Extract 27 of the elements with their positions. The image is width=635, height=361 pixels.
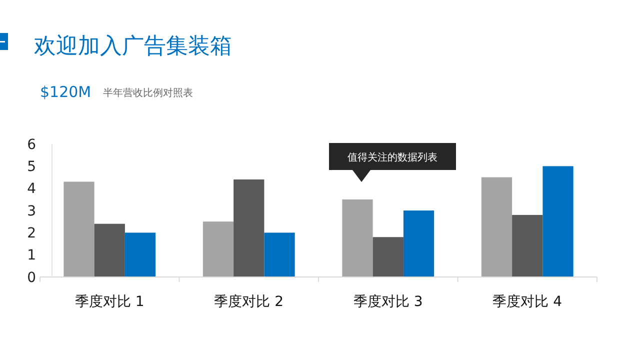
bar <box>124 232 156 277</box>
y-tick-label: 2 <box>27 226 36 242</box>
bar <box>264 232 295 277</box>
y-tick-label: 1 <box>27 248 36 264</box>
y-tick-label: 3 <box>27 203 36 220</box>
bar <box>403 210 434 277</box>
bar <box>512 214 543 277</box>
x-tick-label: 季度对比 1 <box>74 294 144 310</box>
bar <box>202 222 234 277</box>
bar <box>542 166 574 277</box>
bar <box>234 179 264 277</box>
bar <box>481 177 512 277</box>
x-tick-label: 季度对比 3 <box>353 294 423 310</box>
text: 半年营收比例对照表 <box>103 87 193 99</box>
annotation: 值得关注的数据列表 <box>348 152 438 164</box>
x-tick-label: 季度对比 2 <box>214 294 284 310</box>
chart-subtitle: $120M <box>40 83 92 101</box>
y-tick-label: 4 <box>27 181 36 198</box>
x-tick-label: 季度对比 4 <box>492 294 562 310</box>
chart-title: 欢迎加入广告集装箱 <box>34 34 232 59</box>
y-tick-label: 5 <box>27 159 36 176</box>
bar <box>342 199 373 277</box>
y-tick-label: 6 <box>27 136 36 153</box>
y-tick-label: 0 <box>27 270 36 286</box>
bar <box>64 182 94 277</box>
bar <box>372 237 404 277</box>
bar <box>94 224 125 277</box>
